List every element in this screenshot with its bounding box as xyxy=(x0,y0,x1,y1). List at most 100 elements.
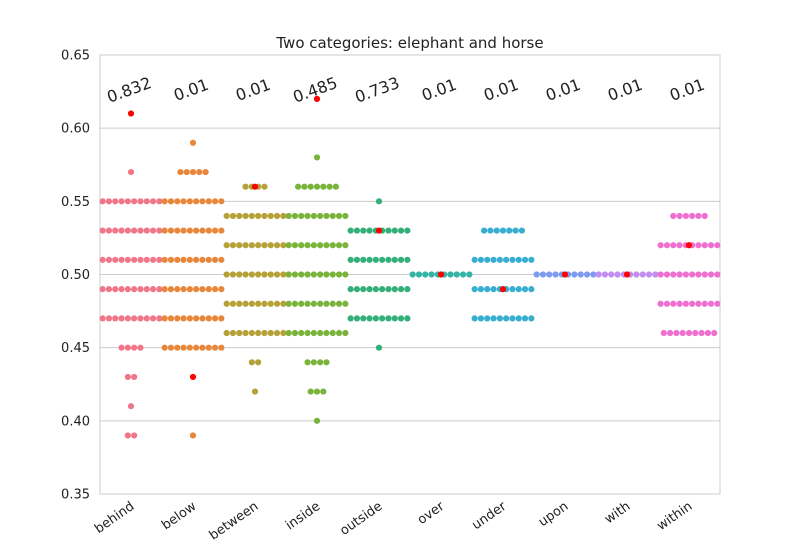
data-point xyxy=(273,212,281,220)
y-tick-label: 0.45 xyxy=(61,341,90,356)
data-point xyxy=(211,198,219,205)
data-point xyxy=(167,286,175,293)
data-point xyxy=(487,227,494,234)
data-point xyxy=(512,227,519,234)
data-point xyxy=(161,344,168,351)
data-point xyxy=(608,271,615,278)
data-point xyxy=(347,227,354,234)
data-point xyxy=(685,329,693,337)
data-point xyxy=(515,256,522,263)
x-axis: behind below between inside outside over under… xyxy=(92,499,695,544)
data-point xyxy=(137,256,144,263)
data-point xyxy=(347,256,354,263)
data-point xyxy=(99,315,106,322)
data-point xyxy=(372,256,379,263)
data-point xyxy=(280,300,287,307)
data-point xyxy=(280,329,287,337)
data-point xyxy=(379,256,386,263)
data-point xyxy=(211,315,219,322)
data-point xyxy=(205,315,212,322)
data-point xyxy=(193,344,200,351)
data-point xyxy=(329,242,336,249)
data-point xyxy=(99,227,106,234)
data-point xyxy=(682,300,689,307)
data-point xyxy=(397,286,405,293)
data-point xyxy=(477,286,485,293)
data-point xyxy=(131,286,138,293)
data-point xyxy=(124,198,131,205)
data-point xyxy=(639,271,646,278)
data-point xyxy=(366,227,373,234)
data-point xyxy=(701,300,708,307)
data-point xyxy=(657,300,664,307)
data-point xyxy=(223,300,230,307)
data-point xyxy=(112,315,119,322)
data-point xyxy=(167,256,175,263)
data-point xyxy=(329,329,336,337)
data-point xyxy=(385,315,392,322)
data-point xyxy=(186,344,193,351)
x-tick-label: inside xyxy=(283,499,323,533)
data-point xyxy=(124,256,131,263)
data-point xyxy=(335,329,343,337)
data-point xyxy=(506,227,513,234)
data-point xyxy=(453,271,460,278)
data-point xyxy=(313,417,321,424)
data-point xyxy=(112,227,119,234)
data-point xyxy=(521,256,529,263)
data-point xyxy=(707,271,715,278)
x-tick-label: under xyxy=(469,499,509,534)
data-point xyxy=(149,227,157,234)
data-point xyxy=(156,256,163,263)
x-tick-label: outside xyxy=(337,499,385,539)
data-point xyxy=(251,388,259,395)
data-point xyxy=(310,329,317,337)
data-point xyxy=(673,329,680,337)
data-point xyxy=(657,271,664,278)
p-value-label: 0.832 xyxy=(104,73,154,107)
data-point xyxy=(199,344,206,351)
data-point xyxy=(320,183,327,190)
p-value-label: 0.733 xyxy=(352,73,402,107)
data-point xyxy=(397,256,405,263)
data-point xyxy=(255,271,262,278)
data-point xyxy=(509,286,516,293)
data-point xyxy=(112,286,119,293)
data-point xyxy=(202,168,209,176)
data-point xyxy=(320,388,327,395)
data-point xyxy=(310,212,317,220)
data-point xyxy=(317,300,324,307)
p-value-label: 0.01 xyxy=(605,75,645,105)
data-point xyxy=(689,212,696,220)
data-point xyxy=(490,286,497,293)
data-point xyxy=(329,212,336,220)
data-point xyxy=(657,242,664,249)
data-point xyxy=(670,300,677,307)
data-point xyxy=(205,198,212,205)
data-point xyxy=(317,329,324,337)
y-tick-label: 0.65 xyxy=(61,49,90,64)
data-point xyxy=(304,242,311,249)
data-point xyxy=(323,271,330,278)
data-point xyxy=(127,403,135,410)
data-point xyxy=(707,300,715,307)
data-point xyxy=(180,286,187,293)
data-point xyxy=(149,286,157,293)
data-point xyxy=(477,256,485,263)
data-point xyxy=(229,329,237,337)
data-point xyxy=(118,315,125,322)
data-point xyxy=(323,242,330,249)
highlight-point xyxy=(313,95,321,102)
data-point xyxy=(379,286,386,293)
p-value-label: 0.01 xyxy=(419,75,459,105)
data-point xyxy=(701,242,708,249)
data-point xyxy=(471,256,478,263)
data-point xyxy=(261,212,268,220)
data-point xyxy=(704,329,712,337)
data-point xyxy=(167,198,175,205)
data-point xyxy=(255,329,262,337)
data-point xyxy=(317,242,324,249)
data-point xyxy=(614,271,621,278)
data-point xyxy=(174,315,181,322)
